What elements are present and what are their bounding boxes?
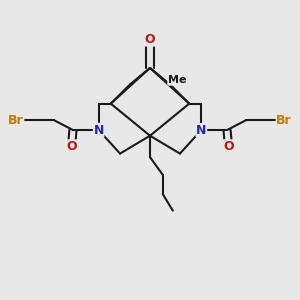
Text: N: N — [94, 124, 104, 136]
Text: O: O — [66, 140, 77, 153]
Text: N: N — [196, 124, 206, 136]
Text: O: O — [145, 33, 155, 46]
Text: Br: Br — [276, 113, 292, 127]
Text: O: O — [223, 140, 234, 153]
Text: Me: Me — [168, 75, 186, 85]
Text: Br: Br — [8, 113, 24, 127]
